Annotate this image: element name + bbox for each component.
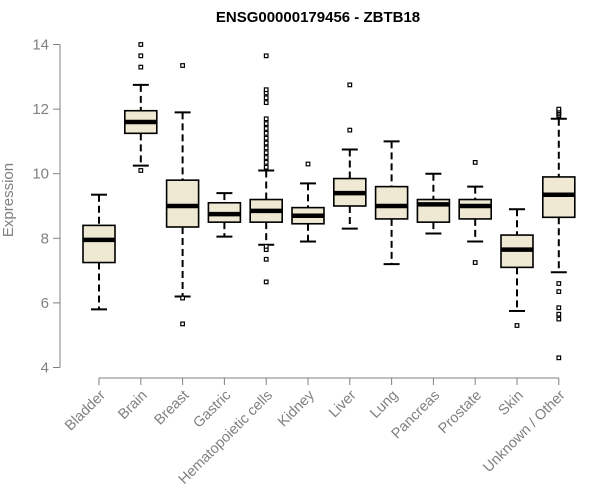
outlier-point — [556, 316, 562, 322]
outlier-point — [263, 150, 269, 156]
box-unknown-other — [541, 106, 576, 361]
outlier-point — [305, 161, 311, 167]
box-liver — [332, 82, 367, 230]
y-tick-label: 10 — [32, 166, 49, 183]
outlier-point — [472, 260, 478, 265]
chart-title: ENSG00000179456 - ZBTB18 — [216, 9, 420, 26]
outlier-point — [263, 279, 269, 285]
box-lung — [374, 140, 409, 266]
outlier-point — [556, 289, 562, 294]
box-skin — [500, 208, 534, 328]
y-axis: 4 6 8 10 12 14 — [32, 37, 61, 377]
box-gastric — [207, 192, 242, 238]
outlier-point — [263, 256, 269, 262]
outlier-point — [180, 321, 186, 327]
boxes-group — [82, 42, 576, 361]
outlier-point — [556, 106, 562, 112]
y-tick-label: 12 — [32, 101, 49, 118]
outlier-point — [263, 126, 269, 131]
y-tick-label: 6 — [41, 295, 49, 312]
outlier-point — [263, 155, 269, 160]
outlier-point — [514, 323, 520, 328]
box-breast — [165, 63, 200, 327]
outlier-point — [263, 159, 269, 165]
x-tick-label: Brain — [115, 388, 150, 423]
outlier-point — [263, 164, 269, 170]
y-tick-label: 14 — [32, 37, 49, 54]
outlier-point — [472, 159, 478, 165]
outlier-point — [263, 100, 269, 106]
outlier-point — [556, 281, 562, 286]
x-tick-label: Lung — [367, 388, 401, 422]
outlier-point — [180, 295, 186, 301]
outlier-point — [138, 168, 144, 173]
outlier-point — [263, 243, 269, 249]
box-brain — [124, 42, 158, 173]
outlier-point — [263, 130, 269, 136]
outlier-point — [556, 311, 562, 317]
box-hematopoietic-cells — [249, 53, 283, 285]
iqr-box — [541, 176, 576, 219]
outlier-point — [138, 64, 144, 70]
y-tick-label: 8 — [41, 230, 49, 247]
iqr-box — [165, 179, 200, 228]
outlier-point — [556, 355, 562, 361]
iqr-box — [458, 198, 493, 220]
outlier-point — [347, 127, 353, 133]
outlier-point — [263, 145, 269, 151]
x-tick-label: Prostate — [436, 388, 485, 437]
x-tick-label: Bladder — [62, 387, 109, 434]
outlier-point — [263, 140, 269, 146]
x-tick-label: Breast — [151, 388, 192, 429]
iqr-box — [82, 224, 116, 264]
y-tick-label: 4 — [41, 360, 49, 377]
outlier-point — [263, 135, 269, 141]
outlier-point — [138, 53, 144, 59]
box-bladder — [82, 193, 116, 311]
outlier-point — [556, 305, 562, 311]
outlier-point — [263, 87, 269, 93]
outlier-point — [180, 63, 186, 68]
outlier-point — [263, 53, 269, 59]
iqr-box — [374, 185, 409, 220]
y-axis-label: Expression — [0, 163, 17, 237]
outlier-point — [347, 82, 353, 88]
x-tick-label: Liver — [326, 387, 360, 421]
x-tick-label: Skin — [496, 388, 527, 419]
outlier-point — [263, 95, 269, 101]
box-pancreas — [416, 172, 451, 235]
outlier-point — [263, 121, 269, 127]
outlier-point — [263, 116, 269, 122]
box-kidney — [291, 161, 325, 243]
x-tick-label: Kidney — [275, 387, 318, 430]
box-prostate — [458, 159, 493, 265]
outlier-point — [138, 42, 144, 47]
